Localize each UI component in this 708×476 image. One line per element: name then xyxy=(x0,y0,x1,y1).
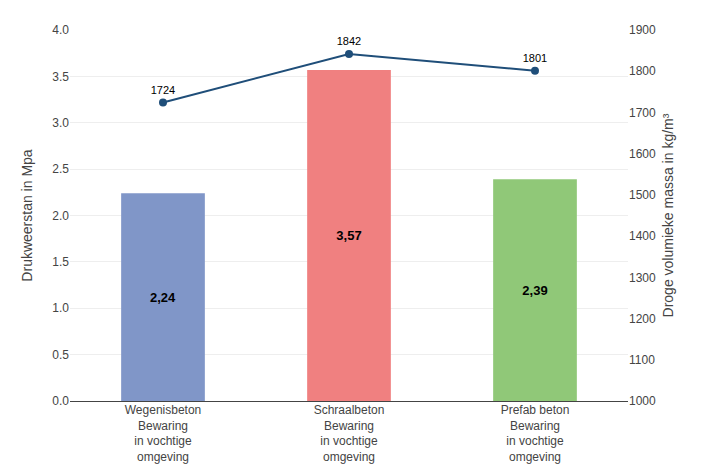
svg-text:1700: 1700 xyxy=(629,106,656,120)
svg-text:3.5: 3.5 xyxy=(52,70,69,84)
svg-text:3,57: 3,57 xyxy=(336,228,361,243)
svg-text:1900: 1900 xyxy=(629,23,656,37)
svg-text:Droge volumieke massa in kg/m³: Droge volumieke massa in kg/m³ xyxy=(660,113,676,317)
svg-text:2.5: 2.5 xyxy=(52,162,69,176)
svg-text:3.0: 3.0 xyxy=(52,116,69,130)
svg-text:1300: 1300 xyxy=(629,271,656,285)
svg-text:1800: 1800 xyxy=(629,64,656,78)
svg-text:1.5: 1.5 xyxy=(52,255,69,269)
svg-text:Drukweerstan in Mpa: Drukweerstan in Mpa xyxy=(19,149,35,281)
svg-text:1600: 1600 xyxy=(629,147,656,161)
svg-text:2,24: 2,24 xyxy=(150,290,176,305)
svg-text:0.5: 0.5 xyxy=(52,348,69,362)
svg-text:1200: 1200 xyxy=(629,312,656,326)
svg-text:Prefab betonBewaringin vochtig: Prefab betonBewaringin vochtigeomgeving xyxy=(501,403,570,464)
svg-text:1000: 1000 xyxy=(629,394,656,408)
svg-text:WegenisbetonBewaringin vochtig: WegenisbetonBewaringin vochtigeomgeving xyxy=(125,403,202,464)
svg-text:0.0: 0.0 xyxy=(52,394,69,408)
svg-text:4.0: 4.0 xyxy=(52,23,69,37)
svg-text:1842: 1842 xyxy=(337,35,361,47)
svg-text:1400: 1400 xyxy=(629,229,656,243)
svg-text:1724: 1724 xyxy=(151,84,175,96)
svg-text:1100: 1100 xyxy=(629,353,655,367)
svg-text:2,39: 2,39 xyxy=(522,283,547,298)
svg-text:2.0: 2.0 xyxy=(52,209,69,223)
svg-text:SchraalbetonBewaringin vochtig: SchraalbetonBewaringin vochtigeomgeving xyxy=(314,403,385,464)
svg-text:1801: 1801 xyxy=(523,52,547,64)
svg-text:1.0: 1.0 xyxy=(52,301,69,315)
svg-text:1500: 1500 xyxy=(629,188,656,202)
